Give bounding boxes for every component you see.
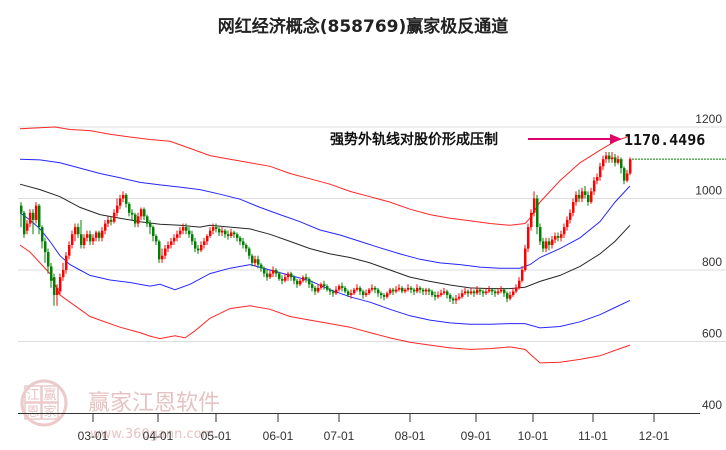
x-tick-label: 10-01 (518, 429, 549, 443)
x-tick-label: 05-01 (201, 429, 232, 443)
band-outer_lower (19, 244, 631, 364)
x-tick-label: 11-01 (578, 429, 608, 443)
x-tick-label: 03-01 (78, 429, 109, 443)
x-tick-label: 09-01 (461, 429, 492, 443)
watermark: 江赢恩家 赢家江恩软件 www.360gann.com (20, 379, 220, 442)
y-tick-label: 1000 (695, 184, 722, 198)
svg-text:江: 江 (26, 388, 39, 403)
y-tick-label: 400 (702, 398, 722, 412)
candlesticks (20, 152, 632, 306)
y-tick-label: 1200 (695, 112, 722, 126)
x-tick-label: 06-01 (263, 429, 294, 443)
axes: 1200 1000 800 600 400 03-01 04-01 05-01 06-01 07-… (18, 112, 722, 443)
x-tick-label: 12-01 (639, 429, 670, 443)
x-tick-label: 07-01 (324, 429, 355, 443)
y-tick-label: 600 (702, 327, 722, 341)
x-tick-label: 08-01 (395, 429, 426, 443)
watermark-brand: 赢家江恩软件 (88, 391, 220, 416)
watermark-url: www.360gann.com (90, 427, 214, 442)
chart-title: 网红经济概念(858769)赢家极反通道 (217, 17, 509, 37)
band-inner_upper (19, 158, 631, 269)
x-tick-label: 04-01 (143, 429, 174, 443)
band-mid (19, 183, 631, 290)
y-tick-label: 800 (702, 255, 722, 269)
svg-text:赢: 赢 (43, 387, 56, 403)
annotation: 强势外轨线对股价形成压制 1170.4496 (330, 131, 705, 149)
annotation-value: 1170.4496 (624, 131, 705, 149)
annotation-text: 强势外轨线对股价形成压制 (330, 131, 498, 148)
svg-text:恩: 恩 (26, 405, 39, 420)
svg-text:家: 家 (43, 404, 56, 420)
gridlines (18, 126, 726, 342)
